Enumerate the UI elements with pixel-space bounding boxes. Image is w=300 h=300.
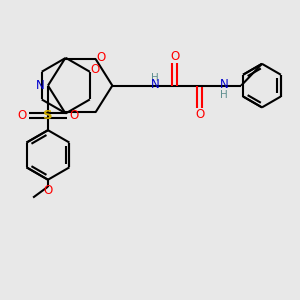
Text: H: H xyxy=(151,73,159,83)
Text: O: O xyxy=(18,109,27,122)
Text: N: N xyxy=(151,78,159,91)
Text: H: H xyxy=(220,89,228,100)
Text: O: O xyxy=(170,50,179,63)
Text: O: O xyxy=(90,63,99,76)
Text: S: S xyxy=(43,109,53,122)
Text: N: N xyxy=(220,78,229,91)
Text: O: O xyxy=(195,108,204,121)
Text: O: O xyxy=(43,184,52,197)
Text: O: O xyxy=(69,109,78,122)
Text: N: N xyxy=(36,79,44,92)
Text: O: O xyxy=(97,51,106,64)
